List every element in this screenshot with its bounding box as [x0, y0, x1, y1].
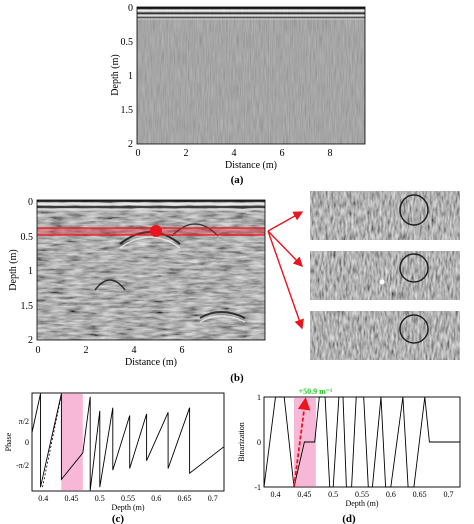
panel-c-xtick: 0.45	[65, 494, 79, 503]
panel-d-xticks: 0.4 0.45 0.5 0.55 0.6 0.65 0.7	[271, 490, 454, 499]
panel-c-xtick: 0.5	[95, 494, 105, 503]
panel-b-xticks: 0 2 4 6 8	[36, 345, 233, 356]
panel-c-xtick: 0.4	[38, 494, 48, 503]
panel-c: π/2 0 -π/2 0.4 0.45 0.5 0.55 0.6 0.65 0.7 Dept…	[4, 392, 225, 524]
panel-c-frame	[31, 392, 225, 492]
arrow-to-inset-1	[267, 211, 304, 232]
panel-d-xtick: 0.45	[297, 490, 311, 499]
arrow-to-inset-2	[267, 230, 303, 268]
panel-c-ytick: -π/2	[16, 461, 29, 470]
panel-a-xlabel: Distance (m)	[225, 160, 277, 171]
panel-c-xtick: 0.65	[177, 494, 191, 503]
inset-2	[310, 251, 460, 300]
panel-c-series	[31, 393, 225, 491]
panel-c-ytick: π/2	[19, 417, 29, 426]
panel-a-noise	[137, 7, 365, 144]
panel-a-xticks: 0 2 4 6 8	[136, 148, 333, 159]
panel-b-xtick: 8	[228, 345, 233, 356]
panel-b-scanline	[37, 225, 265, 237]
panel-a-ytick: 0	[128, 3, 133, 14]
panel-c-xlabel: Depth (m)	[111, 503, 144, 512]
panel-a-xtick: 2	[184, 148, 189, 159]
panel-c-xtick: 0.7	[208, 494, 218, 503]
panel-c-ytick: 0	[25, 438, 29, 447]
panel-b-caption: (b)	[230, 372, 244, 384]
panel-a-ytick: 0.5	[121, 37, 134, 48]
panel-d-xtick: 0.5	[328, 490, 338, 499]
panel-b-xtick: 0	[36, 345, 41, 356]
panel-a-ytick: 1.5	[121, 105, 134, 116]
panel-a-surface-bands	[137, 7, 365, 20]
inset-3	[310, 311, 460, 360]
panel-b-texture	[37, 200, 265, 340]
panel-d-caption: (d)	[342, 513, 356, 524]
inset-1	[310, 191, 460, 240]
panel-a-ytick: 2	[128, 139, 133, 150]
panel-c-xticks: 0.4 0.45 0.5 0.55 0.6 0.65 0.7	[38, 494, 217, 503]
panel-d-ytick: 1	[257, 393, 261, 402]
panel-b-xtick: 6	[180, 345, 185, 356]
panel-b-ytick: 1	[28, 266, 33, 277]
panel-c-yticks: π/2 0 -π/2	[16, 417, 29, 470]
panel-c-caption: (c)	[112, 513, 125, 524]
panel-a-xtick: 0	[136, 148, 141, 159]
panel-b-yticks: 0 0.5 1 1.5 2	[21, 197, 34, 346]
panel-b-xtick: 4	[132, 345, 137, 356]
panel-d-slope-arrow	[293, 397, 311, 488]
panel-c-xtick: 0.6	[151, 494, 161, 503]
panel-a-xtick: 8	[328, 148, 333, 159]
panel-d-ytick: 0	[257, 438, 261, 447]
panel-c-highlight	[61, 393, 83, 491]
panel-b-reflections	[37, 200, 265, 323]
panel-a-yticks: 0 0.5 1 1.5 2	[121, 3, 134, 150]
panel-b-ytick: 0	[28, 197, 33, 208]
panel-d-yticks: 1 0 -1	[254, 393, 261, 492]
panel-b-ytick: 1.5	[21, 301, 34, 312]
panel-d: +50.9 m⁻¹ 1 0 -1 0.4 0.45 0.5 0.55 0.6 0.65 0.…	[237, 387, 461, 524]
panel-a-ytick: 1	[128, 71, 133, 82]
target-marker	[150, 225, 162, 237]
panel-b-xlabel: Distance (m)	[125, 357, 177, 368]
panel-d-xtick: 0.65	[413, 490, 427, 499]
panel-d-xtick: 0.4	[271, 490, 281, 499]
panel-b: 0 0.5 1 1.5 2 0 2 4 6 8 Distance (m) Dep…	[8, 191, 460, 384]
panel-b-ytick: 2	[28, 335, 33, 346]
panel-d-xtick: 0.7	[443, 490, 453, 499]
arrow-to-inset-3	[267, 230, 304, 330]
panel-d-annotation: +50.9 m⁻¹	[299, 387, 333, 396]
panel-d-ylabel: Binarization	[237, 422, 246, 462]
panel-a-caption: (a)	[231, 174, 244, 186]
panel-a-ylabel: Depth (m)	[110, 54, 121, 95]
panel-b-arrows	[267, 211, 304, 330]
panel-d-ytick: -1	[254, 483, 261, 492]
panel-b-ylabel: Depth (m)	[8, 249, 19, 290]
panel-a-xtick: 6	[280, 148, 285, 159]
panel-b-ytick: 0.5	[21, 232, 34, 243]
panel-a-xtick: 4	[232, 148, 237, 159]
panel-b-xtick: 2	[84, 345, 89, 356]
panel-d-xlabel: Depth (m)	[345, 499, 378, 508]
panel-a: 0 0.5 1 1.5 2 0 2 4 6 8 Distance (m) Dep…	[110, 3, 366, 186]
panel-c-ylabel: Phase	[4, 432, 13, 451]
panel-d-xtick: 0.6	[386, 490, 396, 499]
panel-d-xtick: 0.55	[355, 490, 369, 499]
panel-c-xtick: 0.55	[121, 494, 135, 503]
